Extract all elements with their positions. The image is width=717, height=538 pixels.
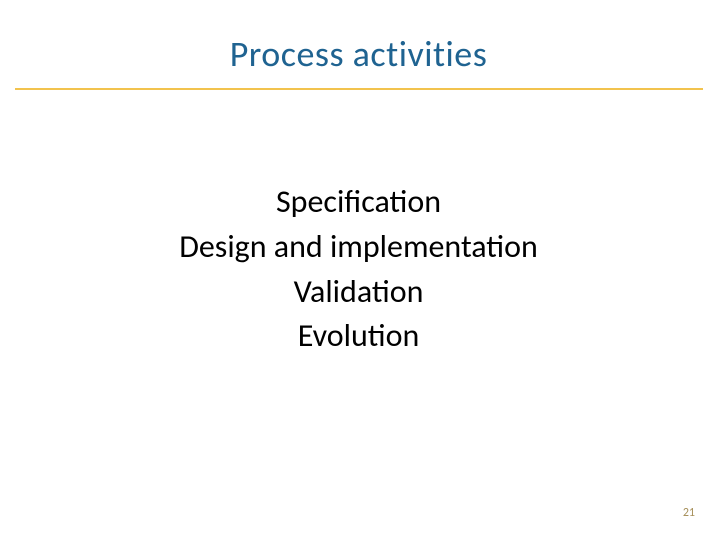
slide-title: Process activities <box>0 32 717 76</box>
content-item-1: Design and implementation <box>0 225 717 270</box>
page-number: 21 <box>683 506 695 520</box>
content-item-3: Evolution <box>0 314 717 359</box>
content-area: Specification Design and implementation … <box>0 180 717 359</box>
title-area: Process activities <box>0 0 717 90</box>
title-divider <box>15 88 703 90</box>
content-item-0: Specification <box>0 180 717 225</box>
slide-container: Process activities Specification Design … <box>0 0 717 538</box>
content-item-2: Validation <box>0 270 717 315</box>
